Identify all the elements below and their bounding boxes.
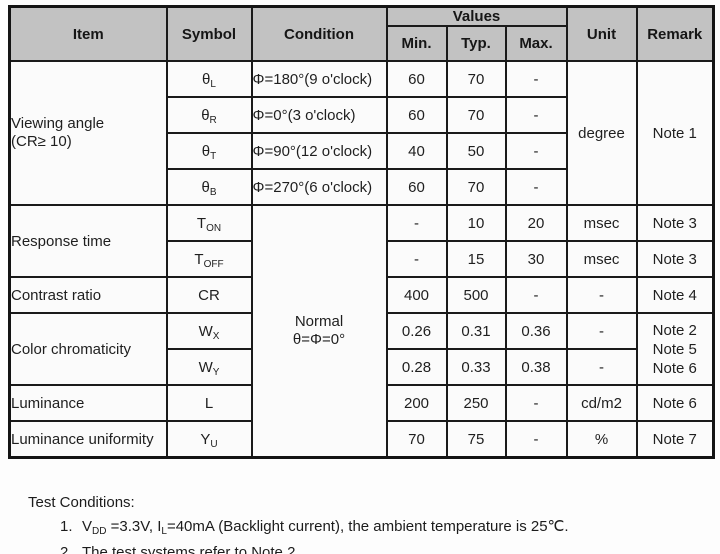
col-header-remark: Remark — [635, 5, 715, 62]
condition-theta-l: Φ=180°(9 o'clock) — [250, 60, 388, 98]
remark-chromaticity: Note 2 Note 5 Note 6 — [635, 312, 715, 386]
table-row: WY 0.28 0.33 0.38 - — [10, 348, 714, 386]
symbol-t-off: TOFF — [165, 240, 253, 278]
col-header-symbol: Symbol — [165, 5, 253, 62]
col-header-typ: Typ. — [445, 25, 507, 62]
value-min: 200 — [385, 384, 448, 422]
table-row: Contrast ratio CR 400 500 - - Note 4 — [8, 276, 715, 314]
optical-characteristics-table: Item Symbol Condition Values Unit Remark… — [8, 5, 715, 459]
unit-t-on: msec — [565, 204, 638, 242]
table-row: Viewing angle (CR≥ 10) θL Φ=180°(9 o'clo… — [8, 60, 715, 206]
item-contrast-ratio: Contrast ratio — [8, 276, 168, 314]
value-min: - — [385, 204, 448, 242]
value-min: 60 — [385, 96, 448, 134]
value-max: - — [504, 420, 568, 459]
value-typ: 70 — [445, 60, 507, 98]
symbol-theta-l: θL — [165, 60, 253, 98]
unit-wx: - — [565, 312, 638, 350]
value-min: 60 — [385, 60, 448, 98]
value-typ: 70 — [445, 168, 507, 206]
symbol-t-on: TON — [165, 204, 253, 242]
symbol-cr: CR — [165, 276, 253, 314]
remark-cr: Note 4 — [635, 276, 715, 314]
remark-t-on: Note 3 — [635, 204, 715, 242]
item-luminance: Luminance — [8, 384, 168, 422]
table-row: θR Φ=0°(3 o'clock) 60 70 - — [10, 96, 714, 134]
header-row-2: Min. Typ. Max. — [10, 25, 714, 62]
value-min: 40 — [385, 132, 448, 170]
value-max: 20 — [504, 204, 568, 242]
value-min: 60 — [385, 168, 448, 206]
value-typ: 70 — [445, 96, 507, 134]
test-conditions: Test Conditions: 1. VDD =3.3V, IL=40mA (B… — [28, 494, 569, 554]
unit-luminance: cd/m2 — [565, 384, 638, 422]
value-max: - — [504, 96, 568, 134]
value-min: 0.26 — [385, 312, 448, 350]
condition-normal: Normal θ=Φ=0° — [250, 204, 388, 459]
value-typ: 500 — [445, 276, 507, 314]
unit-yu: % — [565, 420, 638, 459]
symbol-wy: WY — [165, 348, 253, 386]
item-luminance-uniformity: Luminance uniformity — [8, 420, 168, 459]
symbol-theta-r: θR — [165, 96, 253, 134]
table-row: Color chromaticity WX 0.26 0.31 0.36 - N… — [8, 312, 715, 386]
value-max: 30 — [504, 240, 568, 278]
symbol-wx: WX — [165, 312, 253, 350]
condition-theta-r: Φ=0°(3 o'clock) — [250, 96, 388, 134]
unit-t-off: msec — [565, 240, 638, 278]
unit-viewing-angle: degree — [565, 60, 638, 206]
remark-viewing-angle: Note 1 — [635, 60, 715, 206]
value-max: - — [504, 276, 568, 314]
remark-t-off: Note 3 — [635, 240, 715, 278]
value-typ: 75 — [445, 420, 507, 459]
col-header-min: Min. — [385, 25, 448, 62]
value-typ: 10 — [445, 204, 507, 242]
value-typ: 15 — [445, 240, 507, 278]
col-header-unit: Unit — [565, 5, 638, 62]
table-row: Luminance L 200 250 - cd/m2 Note 6 — [8, 384, 715, 422]
value-min: 0.28 — [385, 348, 448, 386]
value-min: - — [385, 240, 448, 278]
symbol-l: L — [165, 384, 253, 422]
value-max: - — [504, 132, 568, 170]
value-min: 70 — [385, 420, 448, 459]
symbol-theta-t: θT — [165, 132, 253, 170]
item-response-time: Response time — [8, 204, 168, 278]
value-max: - — [504, 384, 568, 422]
symbol-theta-b: θB — [165, 168, 253, 206]
value-max: 0.36 — [504, 312, 568, 350]
unit-wy: - — [565, 348, 638, 386]
value-max: 0.38 — [504, 348, 568, 386]
col-header-condition: Condition — [250, 5, 388, 62]
col-header-values: Values — [385, 5, 568, 27]
value-typ: 250 — [445, 384, 507, 422]
value-typ: 50 — [445, 132, 507, 170]
value-max: - — [504, 60, 568, 98]
value-typ: 0.33 — [445, 348, 507, 386]
value-min: 400 — [385, 276, 448, 314]
test-condition-2: 2. The test systems refer to Note 2. — [60, 544, 300, 554]
unit-cr: - — [565, 276, 638, 314]
item-viewing-angle: Viewing angle (CR≥ 10) — [8, 60, 168, 206]
condition-theta-t: Φ=90°(12 o'clock) — [250, 132, 388, 170]
table-row: Response time TON Normal θ=Φ=0° - 10 20 … — [8, 204, 715, 459]
col-header-max: Max. — [504, 25, 568, 62]
remark-luminance: Note 6 — [635, 384, 715, 422]
col-header-item: Item — [8, 5, 168, 62]
test-condition-1: 1. VDD =3.3V, IL=40mA (Backlight current)… — [60, 518, 569, 537]
condition-theta-b: Φ=270°(6 o'clock) — [250, 168, 388, 206]
header-row-1: Item Symbol Condition Values Unit Remark — [8, 5, 715, 62]
test-conditions-title: Test Conditions: — [28, 494, 135, 511]
item-color-chromaticity: Color chromaticity — [8, 312, 168, 386]
value-typ: 0.31 — [445, 312, 507, 350]
table-row: θB Φ=270°(6 o'clock) 60 70 - — [10, 168, 714, 206]
value-max: - — [504, 168, 568, 206]
remark-yu: Note 7 — [635, 420, 715, 459]
symbol-yu: YU — [165, 420, 253, 459]
table-row: θT Φ=90°(12 o'clock) 40 50 - — [10, 132, 714, 170]
table-row: TOFF - 15 30 msec Note 3 — [10, 240, 715, 278]
table-row: Luminance uniformity YU 70 75 - % Note 7 — [8, 420, 715, 459]
